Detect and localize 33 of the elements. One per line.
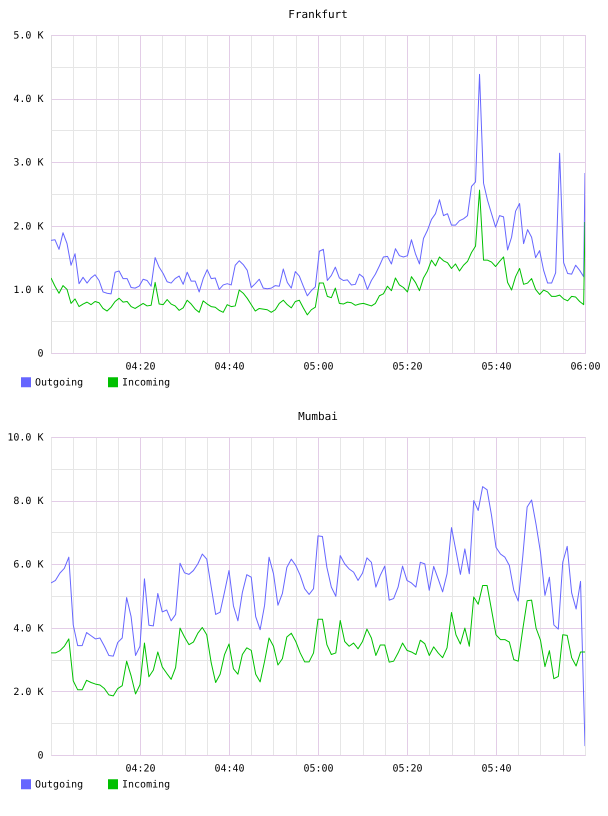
line-series — [51, 486, 585, 747]
line-series — [51, 190, 585, 316]
x-tick-label: 05:40 — [481, 764, 512, 774]
x-tick-label: 06:00 — [570, 362, 601, 372]
y-tick-label: 4.0 K — [13, 94, 44, 106]
legend-label: Outgoing — [35, 779, 84, 790]
y-tick-label: 6.0 K — [13, 560, 44, 571]
chart-title: Frankfurt — [288, 8, 348, 21]
y-tick-label: 2.0 K — [13, 221, 44, 232]
line-series — [51, 74, 585, 296]
x-tick-label: 04:20 — [125, 764, 156, 774]
x-tick-label: 05:20 — [392, 764, 423, 774]
line-series — [51, 585, 585, 696]
y-tick-label: 2.0 K — [13, 686, 44, 698]
y-tick-label: 0 — [37, 348, 44, 360]
x-tick-label: 05:00 — [303, 362, 334, 372]
x-tick-label: 04:40 — [214, 362, 245, 372]
x-tick-label: 04:40 — [214, 764, 245, 774]
y-tick-label: 3.0 K — [13, 158, 44, 169]
y-tick-label: 10.0 K — [7, 432, 44, 444]
x-tick-label: 04:20 — [125, 362, 156, 372]
y-tick-label: 0 — [37, 750, 44, 762]
x-tick-label: 05:00 — [303, 764, 334, 774]
y-tick-label: 5.0 K — [13, 30, 44, 42]
x-tick-label: 05:20 — [392, 362, 423, 372]
chart-title: Mumbai — [298, 410, 338, 423]
legend-label: Incoming — [122, 779, 170, 790]
legend-label: Outgoing — [35, 377, 84, 388]
y-tick-label: 4.0 K — [13, 623, 44, 634]
legend-label: Incoming — [122, 377, 170, 388]
y-tick-label: 8.0 K — [13, 496, 44, 508]
y-tick-label: 1.0 K — [13, 284, 44, 296]
x-tick-label: 05:40 — [481, 362, 512, 372]
